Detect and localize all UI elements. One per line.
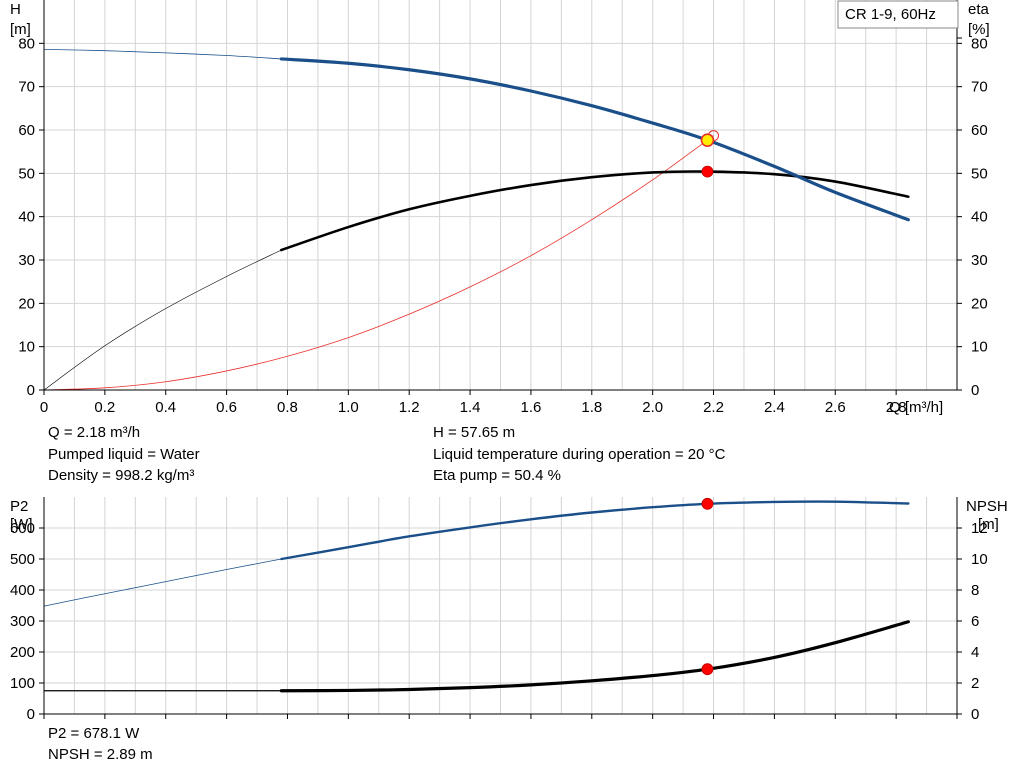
x-tick-label: 2.8: [886, 399, 907, 416]
system-curve-line: [43, 135, 714, 391]
info-pumped-liquid: Pumped liquid = Water: [48, 446, 200, 463]
y-left-unit-top: [m]: [10, 21, 31, 38]
y-right-tick-label: 10: [971, 339, 988, 356]
y-left-tick-label: 400: [10, 582, 35, 599]
y-left-tick-label: 50: [18, 165, 35, 182]
x-tick-label: 0: [40, 399, 48, 416]
bottom-chart-grid: [43, 497, 958, 715]
y-left-tick-label: 40: [18, 209, 35, 226]
x-tick-label: 1.0: [338, 399, 359, 416]
y-left-tick-label: 600: [10, 520, 35, 537]
axes-layer: [39, 0, 962, 719]
duty-point-npsh-marker: [701, 663, 714, 676]
y-right-tick-label: 0: [971, 706, 979, 723]
y-right-tick-label: 2: [971, 675, 979, 692]
x-tick-label: 2.4: [764, 399, 785, 416]
y-right-tick-label: 30: [971, 252, 988, 269]
curves-layer: [43, 49, 910, 693]
info-density: Density = 998.2 kg/m³: [48, 467, 195, 484]
info-npsh: NPSH = 2.89 m: [48, 746, 153, 763]
x-tick-label: 2.6: [825, 399, 846, 416]
legend-label: CR 1-9, 60Hz: [845, 6, 936, 23]
tick-labels-layer: 0 0.2 0.4 0.6 0.8 1.0 1.2 1.4 1.6 1.8 2.0 2.2 2.4 2.6…: [10, 35, 988, 723]
power-curve-line: [280, 500, 910, 561]
top-chart-grid: [43, 0, 958, 391]
y-left-tick-label: 200: [10, 644, 35, 661]
y-right-tick-label: 70: [971, 79, 988, 96]
x-tick-label: 0.4: [155, 399, 176, 416]
x-tick-label: 0.6: [216, 399, 237, 416]
y-right-unit-top: [%]: [968, 21, 990, 38]
y-right-tick-label: 4: [971, 644, 979, 661]
y-left-tick-label: 60: [18, 122, 35, 139]
duty-point-head-marker: [700, 133, 715, 147]
y-right-tick-label: 50: [971, 165, 988, 182]
info-p2: P2 = 678.1 W: [48, 725, 140, 742]
x-tick-label: 1.2: [399, 399, 420, 416]
y-right-tick-label: 6: [971, 613, 979, 630]
y-right-tick-label: 40: [971, 209, 988, 226]
y-left-tick-label: 20: [18, 295, 35, 312]
y-right-tick-label: 20: [971, 295, 988, 312]
x-axis-title: Q [m³/h]: [889, 399, 943, 416]
y-left-tick-label: 0: [27, 382, 35, 399]
head-curve-line-thin: [43, 49, 282, 60]
legend-box: [837, 0, 959, 29]
info-eta-pump: Eta pump = 50.4 %: [433, 467, 561, 484]
y-left-unit-bottom: [W]: [10, 516, 33, 533]
x-tick-label: 0.2: [94, 399, 115, 416]
info-flow: Q = 2.18 m³/h: [48, 424, 141, 441]
y-right-title-top: eta: [968, 1, 990, 18]
power-curve-line-thin: [43, 558, 282, 607]
y-right-tick-label: 60: [971, 122, 988, 139]
info-head: H = 57.65 m: [433, 424, 516, 441]
duty-point-eta-marker: [701, 165, 714, 178]
y-right-unit-bottom: [m]: [978, 516, 999, 533]
x-tick-label: 1.8: [581, 399, 602, 416]
y-left-tick-label: 80: [18, 35, 35, 52]
y-right-tick-label: 0: [971, 382, 979, 399]
y-left-tick-label: 10: [18, 339, 35, 356]
y-left-title-bottom: P2: [10, 498, 28, 515]
x-tick-label: 2.0: [642, 399, 663, 416]
info-liquid-temperature: Liquid temperature during operation = 20…: [433, 446, 726, 463]
duty-point-p2-marker: [701, 497, 714, 510]
head-curve-line: [279, 57, 910, 222]
y-left-title-top: H: [10, 1, 21, 18]
y-left-tick-label: 100: [10, 675, 35, 692]
npsh-curve-line: [279, 620, 910, 693]
y-right-tick-label: 8: [971, 582, 979, 599]
y-left-tick-label: 30: [18, 252, 35, 269]
x-tick-label: 0.8: [277, 399, 298, 416]
y-left-tick-label: 0: [27, 706, 35, 723]
y-right-tick-label: 10: [971, 551, 988, 568]
x-tick-label: 1.4: [460, 399, 481, 416]
y-left-tick-label: 500: [10, 551, 35, 568]
y-right-tick-label: 12: [971, 520, 988, 537]
y-left-tick-label: 70: [18, 79, 35, 96]
y-right-tick-label: 80: [971, 35, 988, 52]
y-right-title-bottom: NPSH: [966, 498, 1008, 515]
y-left-tick-label: 300: [10, 613, 35, 630]
efficiency-curve-line-thin: [43, 249, 282, 391]
x-tick-label: 1.6: [521, 399, 542, 416]
x-tick-label: 2.2: [703, 399, 724, 416]
